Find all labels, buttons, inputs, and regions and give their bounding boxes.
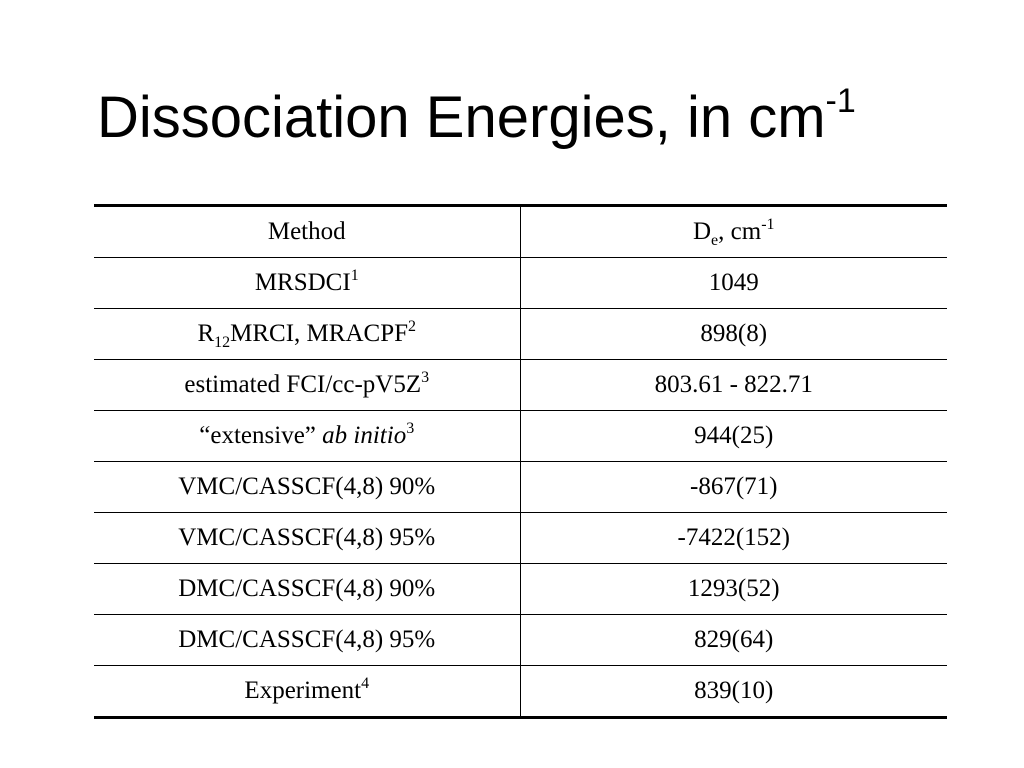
header-value-subscript: e [711,232,719,249]
method-cell: DMC/CASSCF(4,8) 90% [94,563,520,615]
slide-title: Dissociation Energies, in cm-1 [97,78,856,166]
value-cell: -867(71) [519,461,947,513]
table-row: R12MRCI, MRACPF2 898(8) [94,308,947,360]
value-cell: 898(8) [519,308,947,360]
table-row: DMC/CASSCF(4,8) 90% 1293(52) [94,563,947,615]
value-cell: 829(64) [519,614,947,666]
value-cell: -7422(152) [519,512,947,564]
method-name: “extensive” [199,422,323,449]
method-name: VMC/CASSCF(4,8) 90% [178,473,436,500]
method-cell: R12MRCI, MRACPF2 [94,308,520,360]
table-row: VMC/CASSCF(4,8) 90% -867(71) [94,461,947,513]
table-row: VMC/CASSCF(4,8) 95% -7422(152) [94,512,947,564]
value-cell: 944(25) [519,410,947,462]
table-body: MRSDCI1 1049 R12MRCI, MRACPF2 898(8) estimat… [94,257,947,719]
method-reference-superscript: 3 [421,369,430,386]
header-method: Method [94,204,520,258]
header-method-label: Method [267,218,346,245]
method-name: Experiment [244,677,362,704]
table-row: estimated FCI/cc-pV5Z3 803.61 - 822.71 [94,359,947,411]
method-name: DMC/CASSCF(4,8) 95% [178,626,436,653]
table-row: Experiment4 839(10) [94,665,947,719]
method-cell: VMC/CASSCF(4,8) 95% [94,512,520,564]
table-row: MRSDCI1 1049 [94,257,947,309]
header-value-superscript: -1 [761,216,775,233]
value-cell: 839(10) [519,665,947,719]
title-text: Dissociation Energies, in cm [97,85,826,150]
method-cell: “extensive” ab initio3 [94,410,520,462]
header-value-main: D [692,218,712,245]
title-exponent: -1 [825,82,856,120]
method-reference-superscript: 4 [361,675,370,692]
header-value: De, cm-1 [519,204,947,258]
method-cell: Experiment4 [94,665,520,719]
method-reference-superscript: 3 [406,420,415,437]
value-cell: 1049 [519,257,947,309]
method-name: VMC/CASSCF(4,8) 95% [178,524,436,551]
method-cell: estimated FCI/cc-pV5Z3 [94,359,520,411]
table-row: DMC/CASSCF(4,8) 95% 829(64) [94,614,947,666]
method-cell: DMC/CASSCF(4,8) 95% [94,614,520,666]
method-prefix: R [197,320,215,347]
method-cell: VMC/CASSCF(4,8) 90% [94,461,520,513]
method-name: MRCI, MRACPF [230,320,409,347]
data-table-container: Method De, cm-1 MRSDCI1 1049 R12MRCI, MRAC… [94,204,947,719]
method-cell: MRSDCI1 [94,257,520,309]
table-row: “extensive” ab initio3 944(25) [94,410,947,462]
dissociation-energies-table: Method De, cm-1 MRSDCI1 1049 R12MRCI, MRAC… [94,204,947,719]
table-header-row: Method De, cm-1 [94,204,947,258]
method-reference-superscript: 1 [350,267,359,284]
value-cell: 803.61 - 822.71 [519,359,947,411]
header-value-unit: , cm [718,218,762,245]
method-name: estimated FCI/cc-pV5Z [184,371,422,398]
method-prefix-subscript: 12 [214,334,231,351]
method-name: MRSDCI [254,269,351,296]
value-cell: 1293(52) [519,563,947,615]
method-name: DMC/CASSCF(4,8) 90% [178,575,436,602]
method-reference-superscript: 2 [408,318,417,335]
method-italic-text: ab initio [322,422,407,449]
